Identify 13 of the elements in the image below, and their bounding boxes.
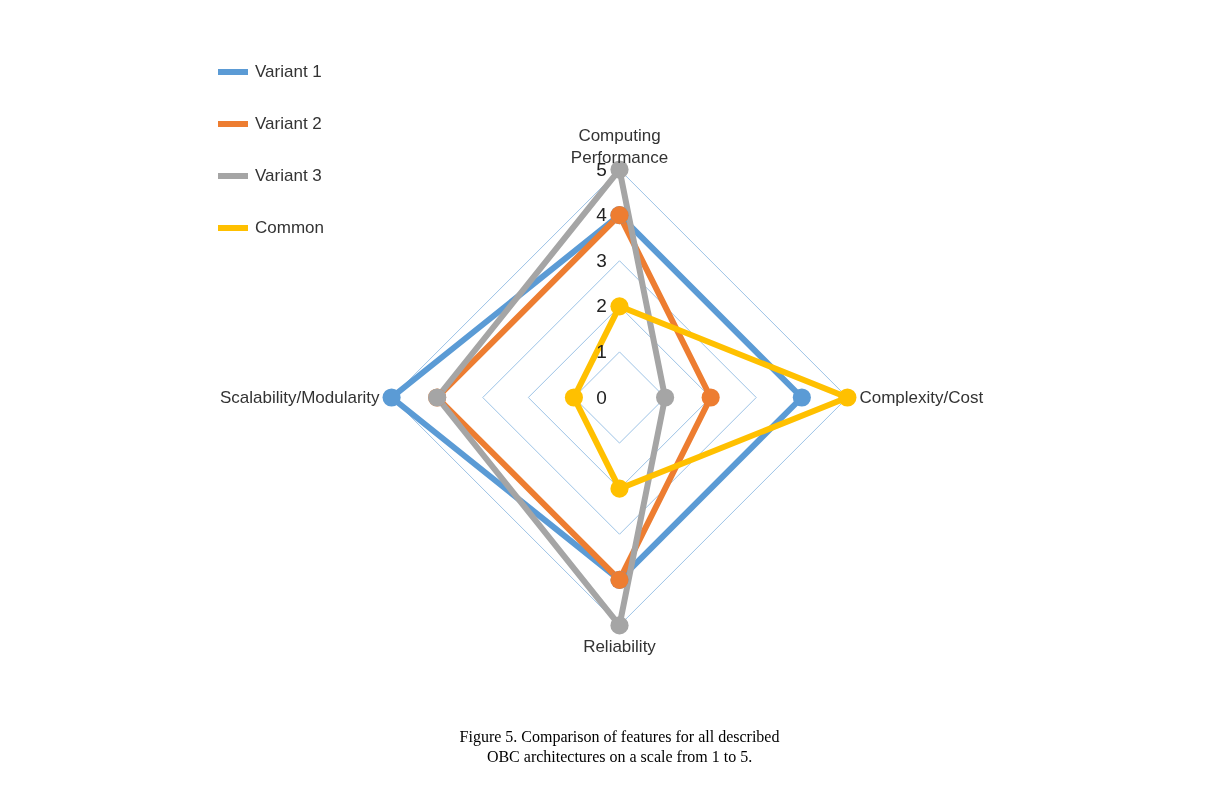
legend-label: Variant 2 [255, 114, 322, 133]
caption: Figure 5. Comparison of features for all described [459, 728, 780, 746]
y-tick-label: 3 [596, 249, 607, 271]
y-tick-label: 0 [596, 386, 607, 408]
y-tick-label: 2 [596, 295, 607, 317]
spoke-label: Reliability [583, 637, 657, 657]
text: OBC architectures on a scale from 1 to 5. [486, 748, 753, 765]
legend-label: Variant 3 [255, 166, 322, 185]
y-tick-label: 4 [596, 204, 608, 226]
legend-label: Common [255, 218, 324, 237]
legend-label: Variant 1 [255, 62, 322, 81]
spoke-label: Complexity/Cost [859, 387, 984, 407]
spoke-label: Scalability/Modularity [219, 387, 381, 407]
